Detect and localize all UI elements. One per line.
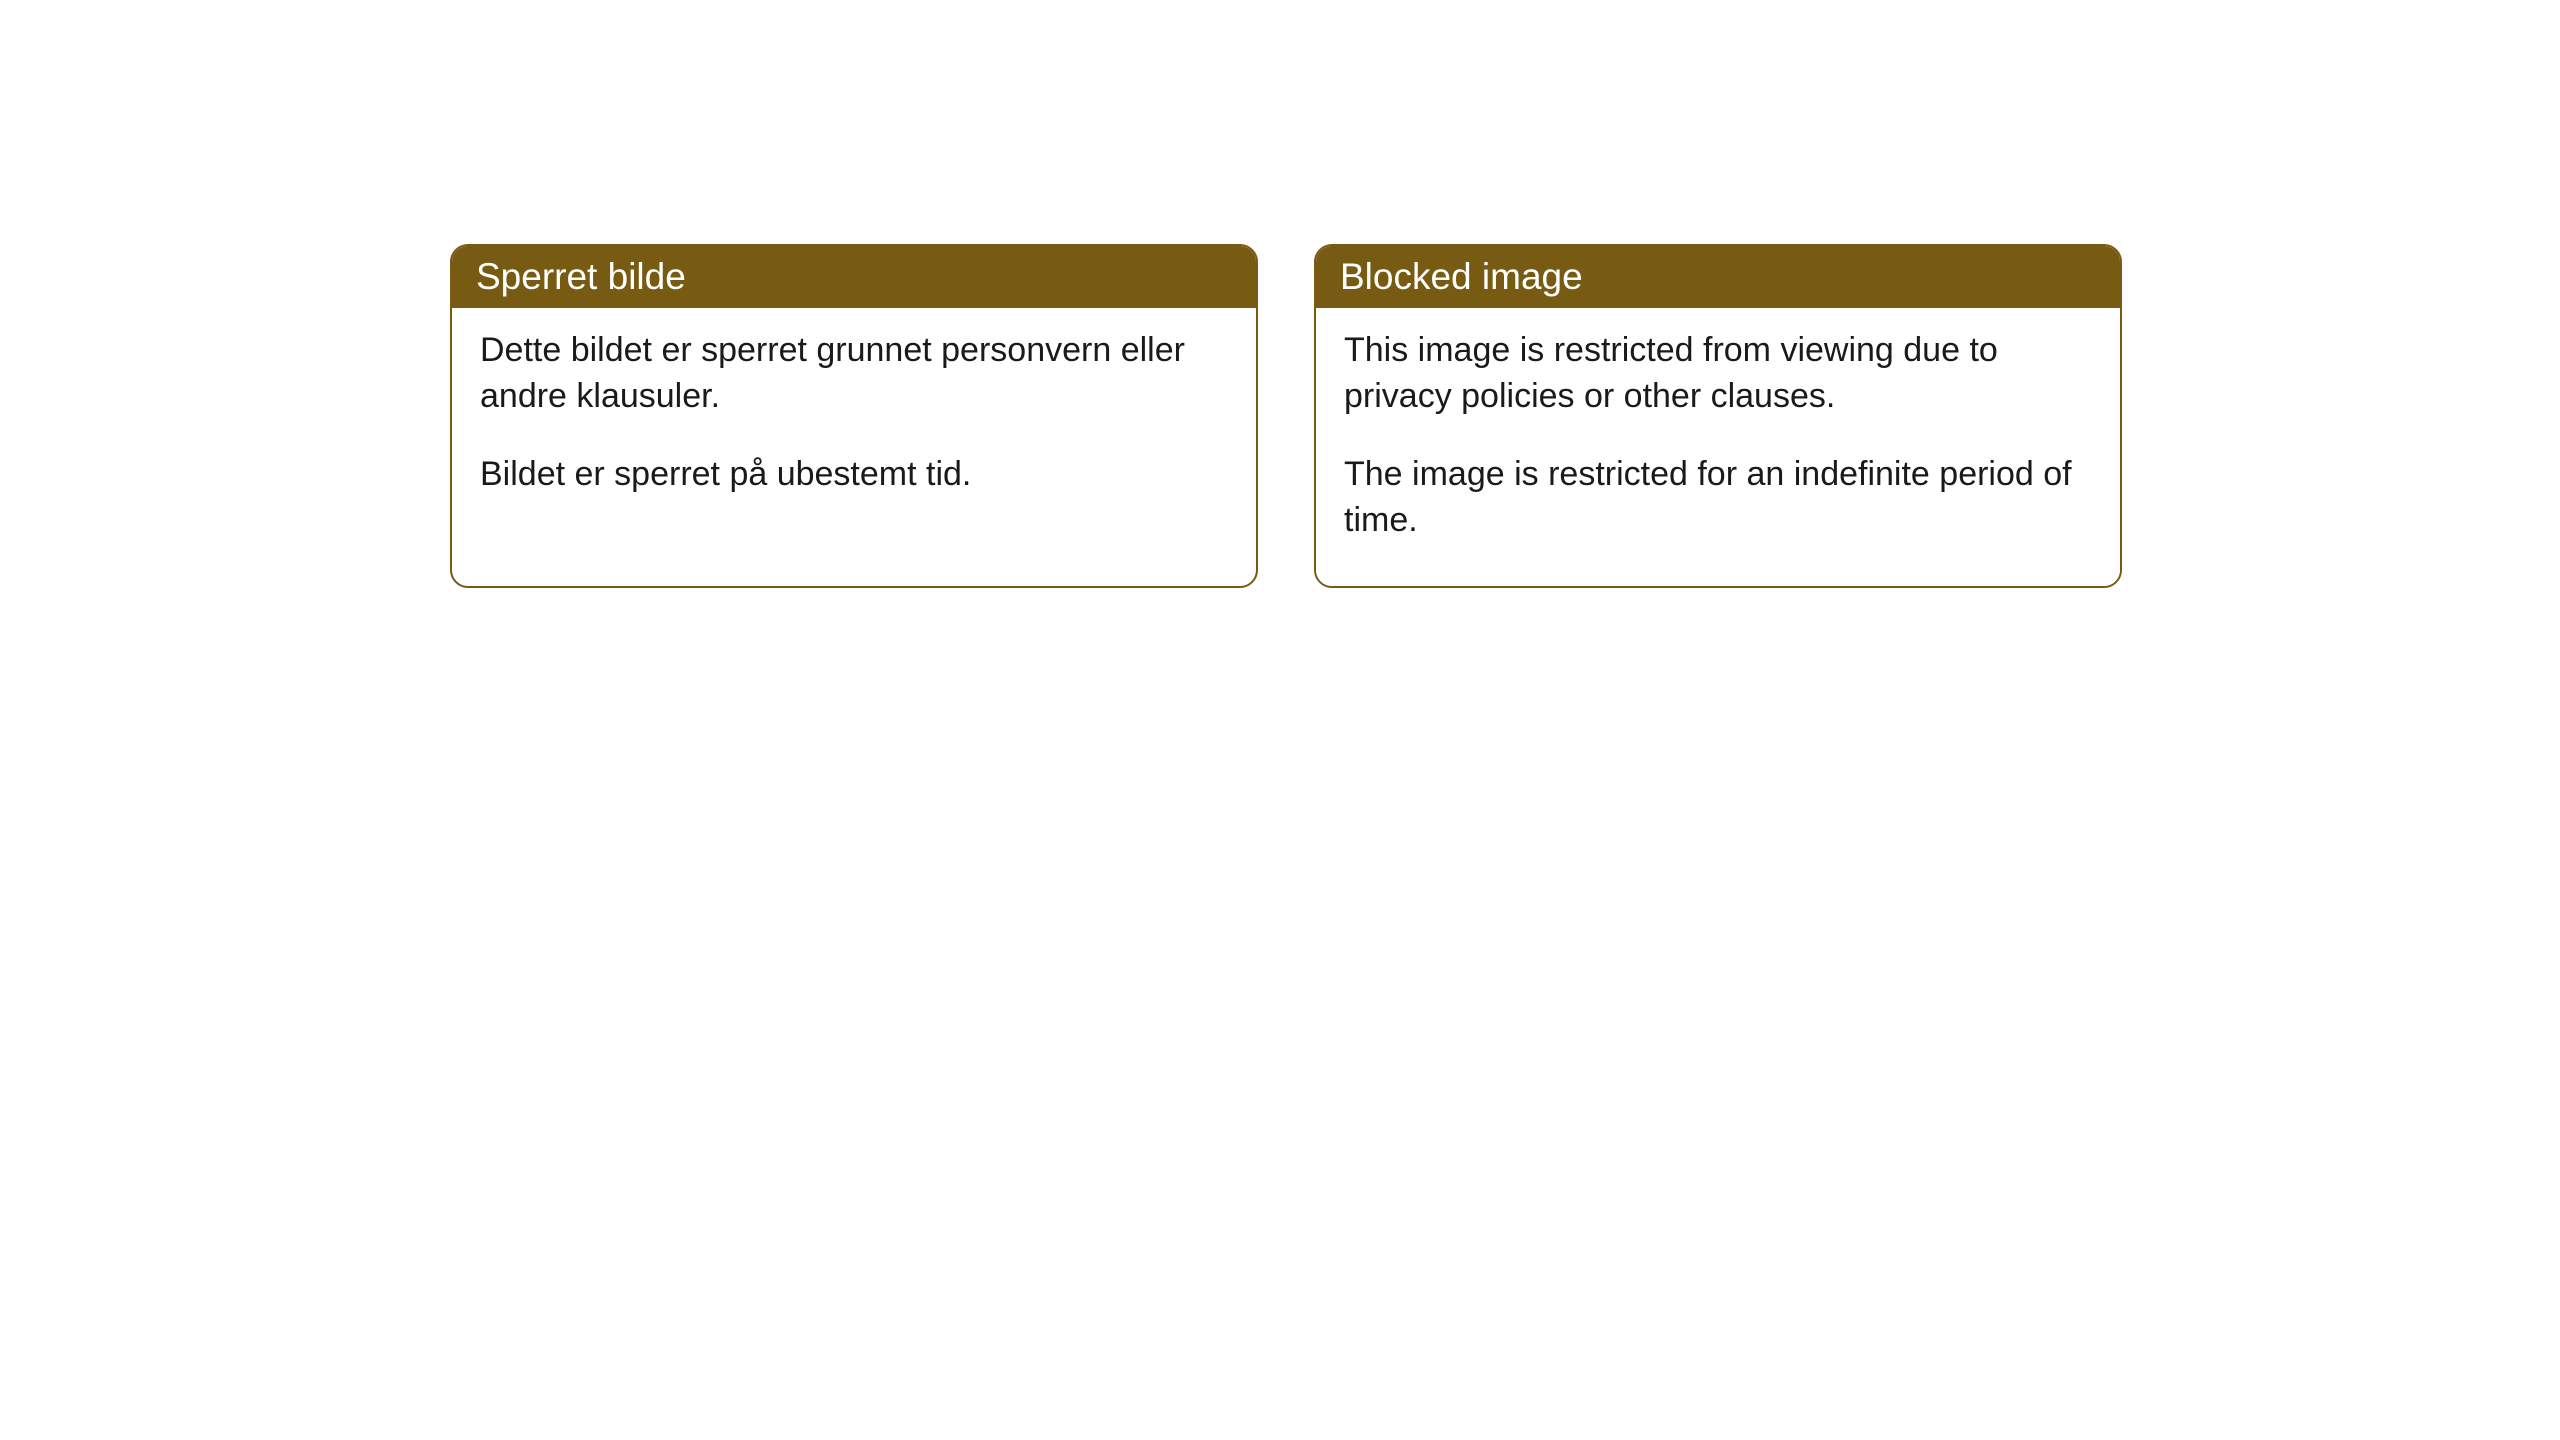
- card-header-norwegian: Sperret bilde: [452, 246, 1256, 308]
- card-title: Sperret bilde: [476, 256, 686, 297]
- card-paragraph: Bildet er sperret på ubestemt tid.: [480, 452, 1228, 498]
- card-paragraph: The image is restricted for an indefinit…: [1344, 452, 2092, 544]
- notice-card-english: Blocked image This image is restricted f…: [1314, 244, 2122, 588]
- card-paragraph: Dette bildet er sperret grunnet personve…: [480, 328, 1228, 420]
- card-header-english: Blocked image: [1316, 246, 2120, 308]
- card-body-norwegian: Dette bildet er sperret grunnet personve…: [452, 308, 1256, 540]
- card-body-english: This image is restricted from viewing du…: [1316, 308, 2120, 586]
- card-paragraph: This image is restricted from viewing du…: [1344, 328, 2092, 420]
- notice-container: Sperret bilde Dette bildet er sperret gr…: [450, 244, 2122, 588]
- notice-card-norwegian: Sperret bilde Dette bildet er sperret gr…: [450, 244, 1258, 588]
- card-title: Blocked image: [1340, 256, 1583, 297]
